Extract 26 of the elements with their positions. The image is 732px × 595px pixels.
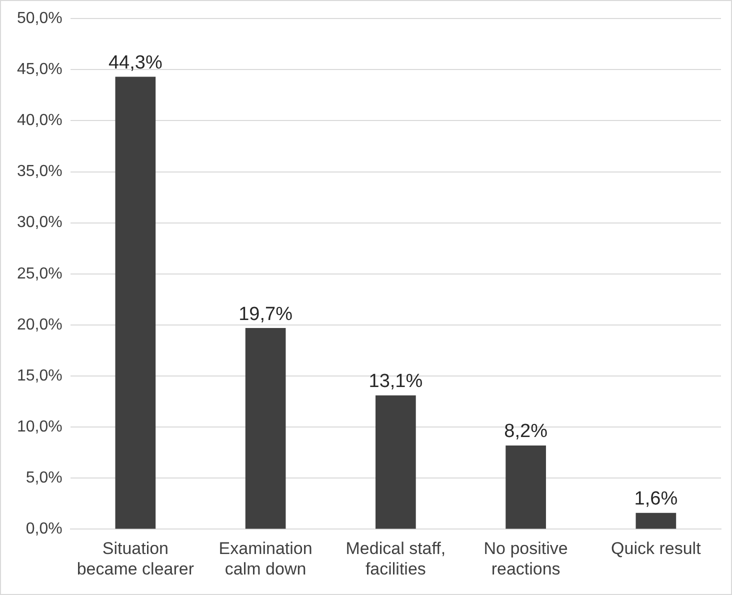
bar bbox=[506, 445, 546, 529]
x-tick-label: No positive reactions bbox=[484, 539, 568, 578]
data-label: 13,1% bbox=[368, 371, 423, 392]
data-label: 8,2% bbox=[504, 421, 548, 442]
y-tick-label: 45,0% bbox=[16, 61, 62, 78]
data-label: 1,6% bbox=[634, 488, 678, 510]
y-tick-label: 10,0% bbox=[16, 418, 62, 436]
y-tick-label: 20,0% bbox=[16, 316, 62, 334]
x-tick-label: Medical staff, facilities bbox=[346, 539, 446, 578]
y-tick-label: 40,0% bbox=[16, 112, 62, 130]
y-tick-label: 50,0% bbox=[16, 10, 62, 28]
y-tick-label: 35,0% bbox=[16, 163, 62, 180]
x-tick-label: Examination calm down bbox=[218, 539, 312, 578]
y-tick-label: 25,0% bbox=[16, 265, 62, 282]
bar bbox=[245, 328, 286, 529]
data-label: 19,7% bbox=[238, 304, 293, 325]
y-tick-label: 15,0% bbox=[16, 367, 62, 384]
y-tick-label: 0,0% bbox=[26, 520, 62, 538]
x-tick-label: Situation became clearer bbox=[76, 539, 194, 578]
x-tick-label: Quick result bbox=[611, 539, 702, 558]
bar bbox=[636, 512, 676, 529]
bar bbox=[115, 76, 156, 529]
y-tick-label: 30,0% bbox=[16, 214, 62, 232]
bar bbox=[376, 395, 416, 529]
data-label: 44,3% bbox=[108, 52, 162, 74]
y-tick-label: 5,0% bbox=[26, 470, 62, 487]
